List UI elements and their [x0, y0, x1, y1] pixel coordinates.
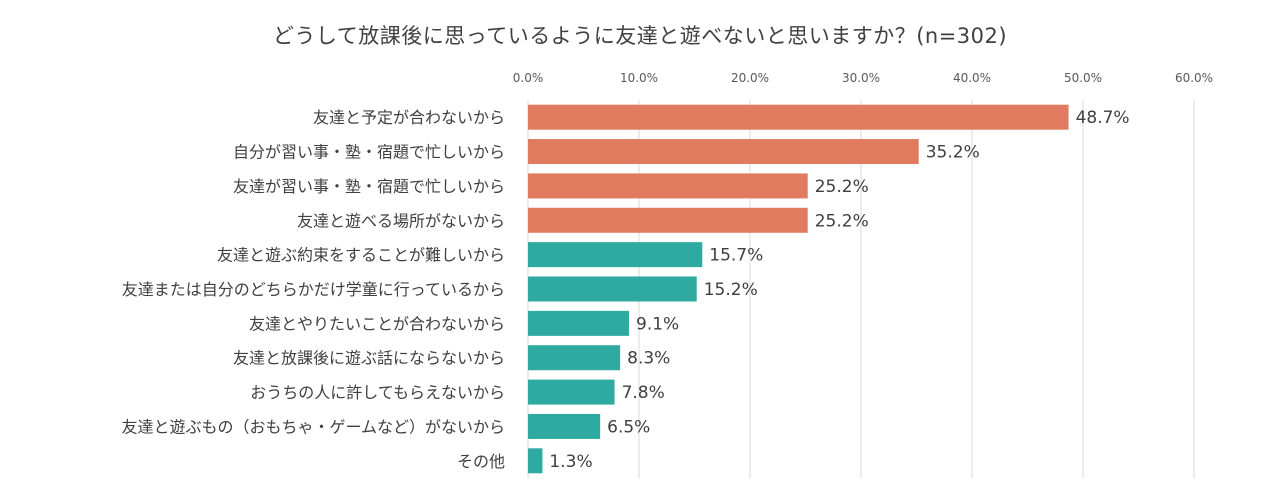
data-label: 15.2%: [704, 280, 758, 300]
data-label: 48.7%: [1076, 108, 1130, 128]
bar: [528, 173, 808, 199]
chart-title: どうして放課後に思っているように友達と遊べないと思いますか？(n=302): [272, 24, 1008, 48]
data-label: 8.3%: [627, 349, 670, 369]
data-label: 25.2%: [815, 177, 869, 197]
category-label: 友達と遊ぶ約束をすることが難しいから: [217, 246, 505, 265]
x-tick-label: 60.0%: [1175, 71, 1213, 85]
bar: [528, 310, 630, 336]
data-label: 6.5%: [607, 417, 650, 437]
bar: [528, 242, 703, 268]
category-label: 友達または自分のどちらかだけ学童に行っているから: [122, 280, 505, 299]
category-label: 友達と遊ぶもの（おもちゃ・ゲームなど）がないから: [121, 417, 505, 436]
category-label: 自分が習い事・塾・宿題で忙しいから: [233, 143, 505, 162]
x-tick-label: 0.0%: [513, 71, 544, 85]
x-tick-label: 30.0%: [842, 71, 880, 85]
category-label: 友達と予定が合わないから: [313, 108, 505, 127]
category-label: 友達が習い事・塾・宿題で忙しいから: [233, 177, 505, 196]
bar: [528, 448, 543, 474]
x-tick-label: 40.0%: [953, 71, 991, 85]
category-label: その他: [457, 452, 505, 471]
data-label: 9.1%: [636, 314, 679, 334]
bar: [528, 276, 697, 302]
data-label: 7.8%: [622, 383, 665, 403]
x-tick-label: 10.0%: [620, 71, 658, 85]
x-tick-label: 20.0%: [731, 71, 769, 85]
category-label: 友達とやりたいことが合わないから: [249, 314, 505, 333]
category-label: 友達と放課後に遊ぶ話にならないから: [233, 349, 505, 368]
category-label: 友達と遊べる場所がないから: [297, 211, 505, 230]
category-label: おうちの人に許してもらえないから: [250, 383, 505, 402]
data-label: 35.2%: [926, 143, 980, 163]
bar: [528, 345, 621, 371]
bar: [528, 207, 808, 233]
bar: [528, 379, 615, 405]
data-label: 15.7%: [709, 246, 763, 266]
x-tick-label: 50.0%: [1064, 71, 1102, 85]
bar: [528, 413, 601, 439]
bar: [528, 104, 1069, 130]
bar: [528, 139, 919, 165]
data-label: 25.2%: [815, 211, 869, 231]
data-label: 1.3%: [549, 452, 592, 472]
